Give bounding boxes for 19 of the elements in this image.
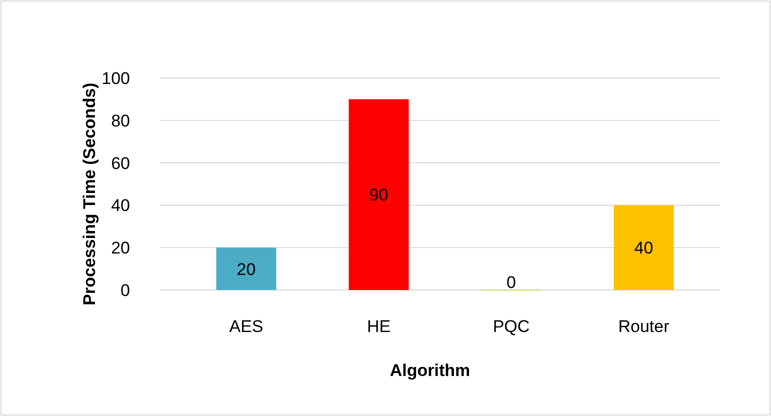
data-label: 0 bbox=[506, 273, 516, 292]
data-label: 90 bbox=[369, 186, 388, 205]
data-label: 40 bbox=[634, 238, 654, 258]
y-tick-label: 100 bbox=[102, 69, 130, 88]
y-tick-label: 0 bbox=[120, 281, 130, 300]
bar bbox=[216, 248, 276, 290]
x-tick-label: AES bbox=[229, 317, 264, 336]
bar bbox=[348, 99, 409, 290]
y-tick-label: 40 bbox=[111, 196, 130, 216]
data-label: 20 bbox=[236, 260, 256, 279]
y-tick-label: 80 bbox=[111, 111, 130, 130]
x-tick-label: Router bbox=[618, 317, 670, 336]
x-tick-label: PQC bbox=[492, 317, 530, 336]
y-tick-label: 20 bbox=[111, 238, 130, 258]
bar bbox=[614, 205, 674, 290]
y-tick-label: 60 bbox=[111, 154, 130, 173]
x-axis-title: Algorithm bbox=[390, 361, 470, 380]
x-tick-label: HE bbox=[366, 317, 391, 336]
y-axis-title: Processing Time (Seconds) bbox=[80, 82, 99, 306]
